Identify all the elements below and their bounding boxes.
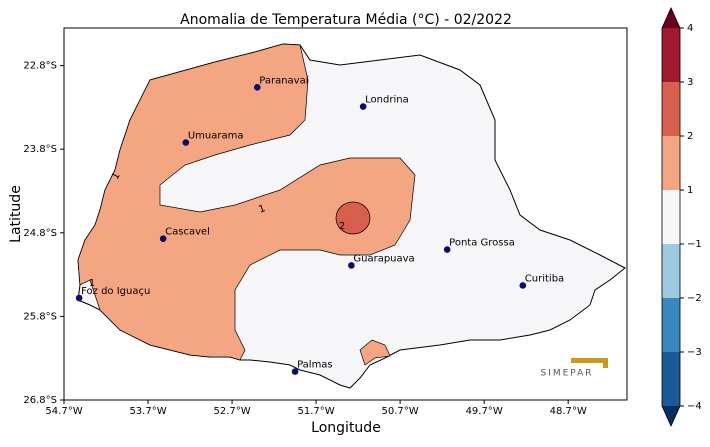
y-tick-label: 25.8°S	[23, 311, 57, 322]
colorbar-segment	[662, 244, 680, 298]
anomaly-region	[359, 339, 391, 366]
x-tick-label: 54.7°W	[45, 406, 82, 417]
colorbar-segment	[662, 136, 680, 190]
city-label: Londrina	[365, 95, 409, 106]
city-marker	[75, 294, 83, 302]
city-marker	[182, 139, 190, 146]
city-marker	[519, 282, 527, 289]
city-marker	[443, 246, 451, 253]
contour-label: 1	[110, 171, 123, 182]
plot-frame	[63, 27, 628, 401]
city-marker	[348, 262, 355, 269]
city-marker	[291, 368, 299, 375]
colorbar-extend	[662, 8, 680, 28]
colorbar-tick-label: 3	[687, 77, 693, 88]
y-tick-label: 23.8°S	[23, 144, 57, 155]
y-tick-label: 26.8°S	[23, 395, 57, 406]
colorbar-tick-label: −3	[687, 347, 702, 358]
colorbar-tick-label: 1	[687, 185, 693, 196]
city-label: Foz do Iguaçu	[81, 286, 150, 297]
city-marker	[159, 235, 167, 242]
colorbar-segment	[662, 28, 680, 82]
city-marker	[359, 103, 367, 110]
logo-text: SIMEPAR	[540, 369, 593, 379]
colorbar-segment	[662, 82, 680, 136]
city-label: Guarapuava	[353, 253, 414, 264]
logo: SIMEPAR	[540, 358, 608, 379]
contour-label: 1	[257, 203, 267, 216]
y-tick-label: 24.8°S	[23, 228, 57, 239]
contour-label: 2	[339, 221, 345, 232]
x-tick-label: 51.7°W	[298, 406, 335, 417]
city-label: Ponta Grossa	[449, 238, 515, 249]
colorbar-segment	[662, 298, 680, 352]
x-axis-label: Longitude	[311, 420, 381, 436]
city-label: Umuarama	[188, 131, 244, 142]
chart-title: Anomalia de Temperatura Média (°C) - 02/…	[180, 12, 512, 28]
x-tick-label: 48.7°W	[550, 406, 587, 417]
colorbar-tick-label: −4	[687, 401, 702, 412]
map-layers	[63, 27, 628, 401]
x-tick-label: 49.7°W	[466, 406, 503, 417]
city-label: Palmas	[297, 360, 333, 371]
x-tick-label: 52.7°W	[213, 406, 250, 417]
colorbar-extend	[662, 406, 680, 426]
city-label: Curitiba	[525, 273, 564, 284]
city-label: Paranavaí	[259, 74, 309, 86]
colorbar-segment	[662, 352, 680, 406]
contour-label: 1	[89, 278, 95, 289]
city-marker	[253, 84, 261, 91]
anomaly-core	[335, 201, 371, 235]
x-tick-label: 53.7°W	[129, 406, 166, 417]
colorbar-tick-label: 2	[687, 131, 693, 142]
city-label: Cascavel	[165, 227, 210, 238]
colorbar-tick-label: −2	[687, 293, 702, 304]
colorbar-tick-label: 4	[687, 23, 693, 34]
colorbar-tick-label: −1	[687, 239, 702, 250]
y-tick-label: 22.8°S	[23, 61, 57, 72]
colorbar-segment	[662, 190, 680, 244]
anomaly-region	[77, 43, 416, 361]
x-tick-label: 50.7°W	[382, 406, 419, 417]
y-axis-label: Latitude	[8, 185, 24, 243]
